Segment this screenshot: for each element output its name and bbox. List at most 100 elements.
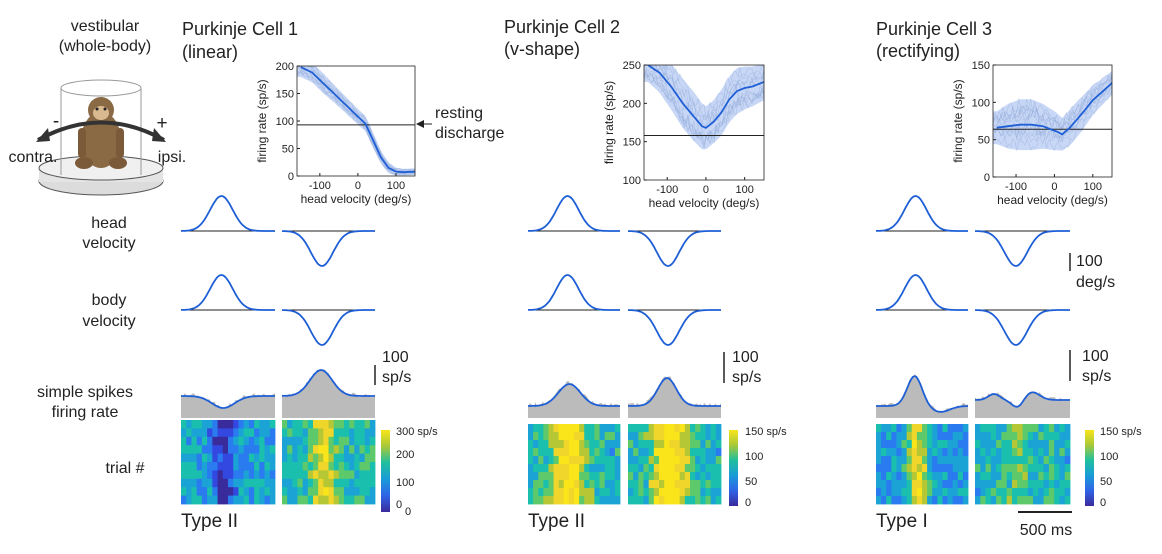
heatmap-cell xyxy=(975,432,981,441)
heatmap-cell xyxy=(328,487,335,496)
heatmap-cell xyxy=(643,448,650,457)
heatmap-cell xyxy=(354,462,360,471)
heatmap-cell xyxy=(313,495,319,505)
heatmap-cell xyxy=(876,424,882,433)
heatmap-cell xyxy=(338,453,345,463)
heatmap-cell xyxy=(364,470,371,480)
heatmap-cell xyxy=(700,480,706,489)
heatmap-cell xyxy=(1017,496,1023,505)
heatmap-cell xyxy=(538,480,544,489)
mean-tuning-line xyxy=(647,65,764,129)
heatmap-cell xyxy=(222,487,229,496)
heatmap-cell xyxy=(962,432,969,441)
heatmap-cell xyxy=(1017,488,1023,497)
heatmap-cell xyxy=(638,440,644,449)
heatmap-cell xyxy=(563,448,570,457)
heatmap-cell xyxy=(990,424,997,433)
heatmap-cell xyxy=(543,424,549,433)
row-label-head-2: velocity xyxy=(82,235,135,252)
ipsi-label: ipsi. xyxy=(158,149,186,166)
heatmap-cell xyxy=(287,445,293,454)
rate-scalebar-2: 100 sp/s xyxy=(723,349,761,386)
heatmap-cell xyxy=(599,424,606,433)
spike-rate-area xyxy=(282,368,375,418)
heatmap-cell xyxy=(942,496,948,505)
heatmap-cell xyxy=(628,480,634,489)
heatmap-cell xyxy=(297,420,304,429)
heatmap-cell xyxy=(222,436,229,446)
heatmap-cell xyxy=(228,462,234,471)
heatmap-cell xyxy=(313,470,319,480)
heatmap-cell xyxy=(1043,448,1050,457)
heatmap-cell xyxy=(201,453,208,463)
heatmap-cell xyxy=(906,496,913,505)
heatmap-cell xyxy=(212,487,218,496)
heatmap-cell xyxy=(604,496,611,505)
heatmap-cell xyxy=(957,440,964,449)
heatmap-cell xyxy=(338,470,345,480)
heatmap-cell xyxy=(344,453,350,463)
heatmap-cell xyxy=(975,488,981,497)
heatmap-cell xyxy=(369,428,376,438)
heatmap-cell xyxy=(1001,464,1008,473)
heatmap-cell xyxy=(1027,456,1034,465)
heatmap-cell xyxy=(1038,448,1045,457)
body-velocity-trace xyxy=(628,309,721,346)
heatmap-cell xyxy=(558,448,565,457)
y-tick-label: 0 xyxy=(288,171,294,183)
heatmap-cell xyxy=(669,456,675,465)
heatmap-cell xyxy=(369,462,376,471)
body-velocity-trace xyxy=(876,274,968,311)
heatmap-cell xyxy=(538,424,544,433)
heatmap-cell xyxy=(191,462,198,471)
heatmap-cell xyxy=(674,440,681,449)
heatmap-cell xyxy=(196,462,203,471)
heatmap-cell xyxy=(338,495,345,505)
heatmap-cell xyxy=(942,448,948,457)
heatmap-cell xyxy=(196,478,203,488)
rate-scalebar-1-unit: sp/s xyxy=(382,369,411,386)
heatmap-cell xyxy=(901,440,908,449)
heatmap-cell xyxy=(181,453,187,463)
x-tick-label: 0 xyxy=(1051,181,1057,193)
cell2-tuning-plot: -100 0 100 100 150 200 250 head velocity (deg/s… xyxy=(602,60,765,210)
heatmap-cell xyxy=(674,488,681,497)
heatmap-cell xyxy=(710,456,717,465)
heatmap-cell xyxy=(563,424,570,433)
heatmap-cell xyxy=(243,462,250,471)
trial-trace xyxy=(297,71,415,175)
heatmap-cell xyxy=(896,480,902,489)
heatmap-cell xyxy=(1059,472,1066,481)
heatmap-cell xyxy=(1043,496,1050,505)
heatmap-cell xyxy=(947,496,954,505)
heatmap-cell xyxy=(876,440,882,449)
heatmap-cell xyxy=(287,470,293,480)
heatmap-cell xyxy=(589,440,595,449)
heatmap-cell xyxy=(648,448,655,457)
heatmap-cell xyxy=(922,496,928,505)
heatmap-cell xyxy=(302,478,309,488)
heatmap-cell xyxy=(186,487,192,496)
heatmap-cell xyxy=(690,488,696,497)
heatmap-cell xyxy=(563,464,570,473)
colorbar-3-tick-50: 50 xyxy=(1100,476,1112,488)
heatmap-cell xyxy=(181,487,187,496)
heatmap-cell xyxy=(313,478,319,488)
heatmap-cell xyxy=(589,496,595,505)
heatmap-cell xyxy=(674,496,681,505)
y-axis-label: firing rate (sp/s) xyxy=(602,81,616,164)
heatmap-cell xyxy=(891,424,897,433)
heatmap-cell xyxy=(916,496,923,505)
heatmap-cell xyxy=(896,464,902,473)
heatmap-cell xyxy=(710,432,717,441)
heatmap-cell xyxy=(876,472,882,481)
heatmap-cell xyxy=(297,462,304,471)
heatmap-cell xyxy=(1017,432,1023,441)
heatmap-cell xyxy=(653,496,660,505)
heatmap-cell xyxy=(328,420,335,429)
heatmap-cell xyxy=(922,464,928,473)
paradigm-label-line1: vestibular xyxy=(71,18,140,35)
heatmap-cell xyxy=(589,456,595,465)
heatmap-cell xyxy=(553,456,560,465)
heatmap-cell xyxy=(1059,440,1066,449)
